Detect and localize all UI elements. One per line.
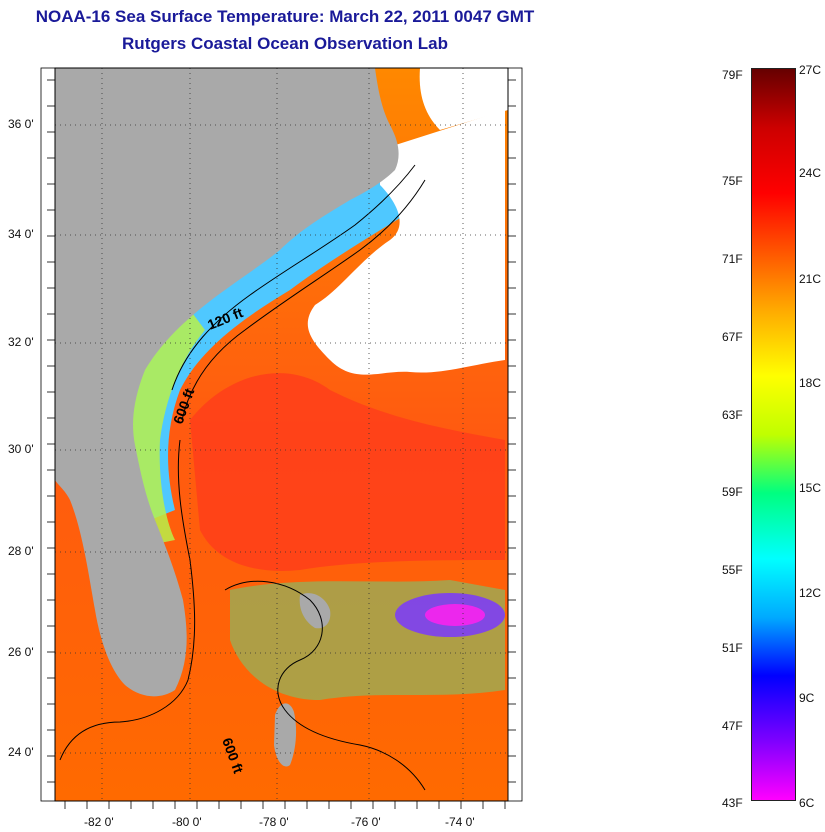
cold-patch-core: [425, 604, 485, 626]
contour-600ft: [181, 179, 426, 421]
lat-tick-label: 26 0': [8, 645, 34, 659]
colorbar-celsius-label: 9C: [799, 691, 815, 705]
lon-tick-label: -80 0': [172, 815, 202, 829]
colorbar-celsius-label: 18C: [799, 376, 822, 390]
lon-tick-label: -82 0': [84, 815, 114, 829]
colorbar-fahrenheit-label: 51F: [722, 641, 743, 655]
colorbar-fahrenheit-label: 71F: [722, 252, 743, 266]
colorbar-celsius-label: 12C: [799, 586, 822, 600]
colorbar-fahrenheit-label: 67F: [722, 330, 743, 344]
colorbar-fahrenheit-label: 63F: [722, 408, 743, 422]
colorbar-fahrenheit-label: 43F: [722, 796, 743, 810]
colorbar-fahrenheit-label: 47F: [722, 719, 743, 733]
colorbar-fahrenheit-label: 59F: [722, 485, 743, 499]
lat-tick-label: 32 0': [8, 335, 34, 349]
lat-tick-label: 28 0': [8, 544, 34, 558]
colorbar-celsius-label: 27C: [799, 63, 822, 77]
lat-tick-label: 24 0': [8, 745, 34, 759]
colorbar-fahrenheit-label: 75F: [722, 174, 743, 188]
lon-tick-label: -76 0': [351, 815, 381, 829]
land-southeast-us: [55, 68, 399, 697]
colorbar-celsius-label: 24C: [799, 166, 822, 180]
contour-120ft: [171, 164, 416, 391]
map-title: NOAA-16 Sea Surface Temperature: March 2…: [35, 7, 535, 26]
colorbar-fahrenheit-label: 55F: [722, 563, 743, 577]
lat-tick-label: 36 0': [8, 117, 34, 131]
lat-tick-label: 30 0': [8, 442, 34, 456]
lon-tick-label: -78 0': [259, 815, 289, 829]
gulf-stream-core: [190, 373, 505, 571]
contour-florida-shelf: [59, 439, 196, 761]
colorbar-celsius-label: 21C: [799, 272, 822, 286]
land-abaco: [299, 593, 331, 629]
temperature-colorbar: [751, 68, 796, 801]
colorbar-fahrenheit-label: 79F: [722, 68, 743, 82]
map-outer-frame: [40, 67, 523, 802]
land-andros: [274, 703, 297, 767]
colorbar-celsius-label: 6C: [799, 796, 815, 810]
colorbar-celsius-label: 15C: [799, 481, 822, 495]
lat-tick-label: 34 0': [8, 227, 34, 241]
contour-bahamas: [224, 580, 426, 791]
map-gridlines: [55, 68, 508, 801]
lon-tick-label: -74 0': [445, 815, 475, 829]
cloud-cover: [307, 110, 505, 375]
cloud-cover-north: [419, 68, 508, 130]
map-subtitle: Rutgers Coastal Ocean Observation Lab: [122, 34, 448, 53]
map-axis-ticks: [47, 79, 516, 809]
